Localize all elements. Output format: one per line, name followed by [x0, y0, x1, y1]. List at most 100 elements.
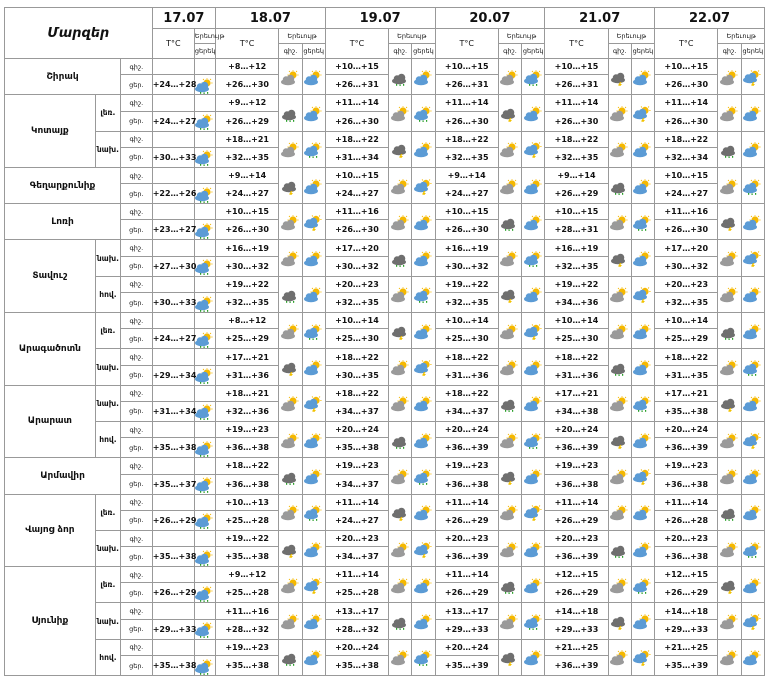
sun-cloud-thunderstorm-icon	[413, 541, 433, 558]
weather-cell	[521, 94, 546, 132]
weather-cell	[497, 239, 523, 277]
zone-label: նախ.	[94, 602, 122, 640]
temperature-range	[151, 566, 195, 584]
temperature-range: +35…+38	[215, 655, 280, 676]
day-night-label: գիշ.	[120, 275, 153, 294]
weather-cell	[521, 457, 546, 495]
partly-cloudy-icon	[304, 69, 323, 86]
temperature-range: +25…+30	[324, 328, 390, 350]
temperature-range: +35…+38	[324, 655, 390, 676]
weather-cell	[630, 348, 656, 386]
temperature-range: +10…+15	[215, 203, 280, 221]
temperature-range: +10…+15	[654, 166, 719, 185]
date-header: 20.07	[434, 7, 546, 29]
weather-cell	[717, 203, 742, 241]
temperature-range: +10…+14	[544, 312, 609, 330]
weather-cell	[388, 130, 413, 168]
temperature-range: +27…+30	[151, 255, 196, 277]
partly-cloudy-icon	[523, 287, 543, 303]
partly-cloudy-icon	[743, 214, 762, 231]
weather-cell	[301, 420, 326, 459]
weather-column-header: Երեւույթ	[607, 28, 656, 44]
temperature-range: +16…+19	[215, 239, 280, 257]
weather-cell	[740, 602, 766, 640]
gray-cloud-thunderstorm-icon	[391, 324, 410, 340]
weather-cell	[630, 638, 656, 676]
weather-cell	[301, 457, 326, 495]
weather-cell	[607, 130, 632, 168]
weather-cell	[740, 638, 766, 676]
day-night-label: գիշ.	[120, 457, 153, 475]
zone-label: լեռ.	[94, 566, 122, 604]
temperature-range: +10…+14	[654, 312, 719, 330]
weather-cell	[301, 130, 326, 168]
sun-gray-cloud-icon	[280, 69, 300, 86]
weather-cell	[497, 457, 523, 495]
weather-cell	[607, 203, 632, 241]
zone-label: հով.	[94, 275, 122, 314]
weather-cell	[278, 420, 303, 459]
temperature-range: +26…+28	[654, 509, 719, 531]
weather-cell	[388, 348, 413, 386]
partly-cloudy-icon	[633, 432, 652, 449]
table-row: ցեր. +30…+33 +32…+35 +31…+34 +32…+35 +32…+35…	[5, 146, 765, 168]
temperature-range: +32…+35	[544, 146, 609, 168]
table-row: ցեր. +30…+33 +32…+35 +32…+35 +32…+35 +34…+36…	[5, 292, 765, 314]
temperature-range: +30…+32	[324, 255, 390, 277]
weather-cell	[607, 638, 632, 676]
zone-label: նախ.	[94, 529, 122, 568]
sun-cloud-rain-icon	[195, 331, 214, 348]
partly-cloudy-icon	[413, 577, 433, 594]
temperature-range: +30…+32	[215, 255, 280, 277]
partly-cloudy-icon	[304, 650, 323, 666]
temperature-range: +36…+39	[544, 546, 609, 568]
sun-gray-cloud-icon	[500, 142, 519, 158]
temp-column-header: T°C	[654, 28, 719, 59]
sun-gray-cloud-icon	[390, 360, 410, 376]
date-header: 18.07	[215, 7, 326, 29]
weather-cell	[411, 275, 436, 314]
gray-cloud-thunderstorm-icon	[500, 650, 519, 667]
temperature-range: +9…+14	[434, 166, 499, 185]
temperature-range: +9…+14	[215, 166, 280, 185]
day-night-label: ցեր.	[120, 110, 153, 132]
temperature-range: +36…+38	[544, 473, 609, 495]
weather-cell	[193, 493, 217, 511]
partly-cloudy-icon	[743, 105, 762, 122]
temperature-range: +11…+16	[654, 203, 719, 221]
temperature-range: +34…+37	[324, 473, 390, 495]
gray-cloud-rain-icon	[610, 542, 629, 558]
weather-cell	[630, 384, 656, 422]
temperature-range: +26…+30	[654, 74, 719, 96]
temperature-range: +19…+23	[654, 457, 719, 475]
temperature-range: +18…+21	[215, 384, 280, 402]
temperature-range: +19…+23	[434, 457, 499, 475]
sun-cloud-rain-icon	[304, 505, 323, 522]
weather-cell	[388, 94, 413, 132]
temp-column-header: T°C	[215, 28, 280, 59]
sun-gray-cloud-icon	[280, 214, 300, 231]
table-row: ցեր. +31…+34 +32…+36 +34…+37 +34…+37 +34…+38…	[5, 400, 765, 422]
zone-label: լեռ.	[94, 312, 122, 350]
temperature-range: +35…+38	[215, 546, 280, 568]
table-row: Տավուշ նախ. գիշ. +16…+19 +17…+20 +16…+19 +1…	[4, 239, 766, 314]
weather-cell	[521, 566, 546, 604]
partly-cloudy-icon	[304, 360, 323, 376]
partly-cloudy-icon	[413, 505, 433, 521]
weather-cell	[411, 493, 436, 531]
temperature-range: +26…+31	[434, 74, 499, 96]
weather-cell	[740, 275, 766, 314]
temperature-range	[151, 203, 195, 221]
sun-gray-cloud-icon	[719, 432, 739, 449]
weather-cell	[521, 529, 546, 568]
day-night-label: ցեր.	[120, 618, 153, 640]
temperature-range: +20…+24	[654, 420, 719, 439]
sun-gray-cloud-icon	[719, 69, 739, 86]
sun-gray-cloud-icon	[610, 468, 629, 485]
table-row: Սյունիք լեռ. գիշ. +9…+12 +11…+14 +11…+14 +1…	[4, 566, 766, 676]
sun-cloud-thunderstorm-icon	[523, 505, 543, 522]
temperature-range: +13…+17	[324, 602, 390, 620]
weather-cell	[411, 638, 436, 676]
weather-cell	[193, 219, 217, 241]
weather-cell	[607, 420, 632, 459]
